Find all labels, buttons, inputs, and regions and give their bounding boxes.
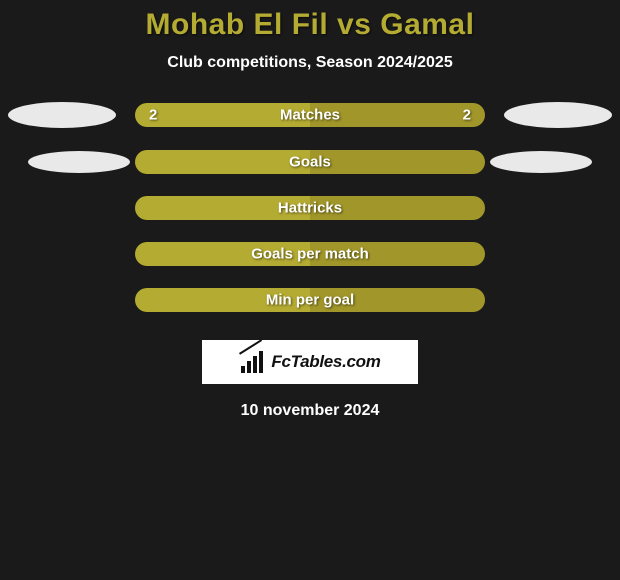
stat-bar-label: Goals per match xyxy=(251,246,369,263)
stat-row: Min per goal xyxy=(0,288,620,312)
stat-bar-label: Min per goal xyxy=(266,292,354,309)
left-ellipse xyxy=(28,151,130,173)
right-ellipse xyxy=(490,151,592,173)
stat-bar-label: Hattricks xyxy=(278,200,342,217)
stat-value-right: 2 xyxy=(463,107,471,124)
stat-bar: Goals per match xyxy=(135,242,485,266)
infographic-container: Mohab El Fil vs Gamal Club competitions,… xyxy=(0,0,620,420)
branding-text: FcTables.com xyxy=(271,352,380,372)
left-ellipse xyxy=(8,102,116,128)
stat-bar-label: Matches xyxy=(280,107,340,124)
right-ellipse-slot xyxy=(485,102,620,128)
stat-bar: Hattricks xyxy=(135,196,485,220)
stat-bar-right xyxy=(310,150,485,174)
title: Mohab El Fil vs Gamal xyxy=(146,8,475,42)
stat-row: Goals xyxy=(0,150,620,174)
right-ellipse-slot xyxy=(485,151,620,173)
stat-bar-left xyxy=(135,150,310,174)
date-text: 10 november 2024 xyxy=(241,402,380,420)
stat-bar: Min per goal xyxy=(135,288,485,312)
right-ellipse xyxy=(504,102,612,128)
fctables-icon xyxy=(239,351,265,373)
stat-bar-label: Goals xyxy=(289,154,331,171)
stat-value-left: 2 xyxy=(149,107,157,124)
stat-row: Hattricks xyxy=(0,196,620,220)
stat-bar: Goals xyxy=(135,150,485,174)
stat-row: Matches 2 2 xyxy=(0,102,620,128)
subtitle: Club competitions, Season 2024/2025 xyxy=(167,54,452,72)
stat-bar: Matches 2 2 xyxy=(135,103,485,127)
left-ellipse-slot xyxy=(0,102,135,128)
left-ellipse-slot xyxy=(0,151,135,173)
rows-region: Matches 2 2 Goals Hattricks Goals per match Mi… xyxy=(0,102,620,334)
stat-row: Goals per match xyxy=(0,242,620,266)
branding-box: FcTables.com xyxy=(202,340,418,384)
